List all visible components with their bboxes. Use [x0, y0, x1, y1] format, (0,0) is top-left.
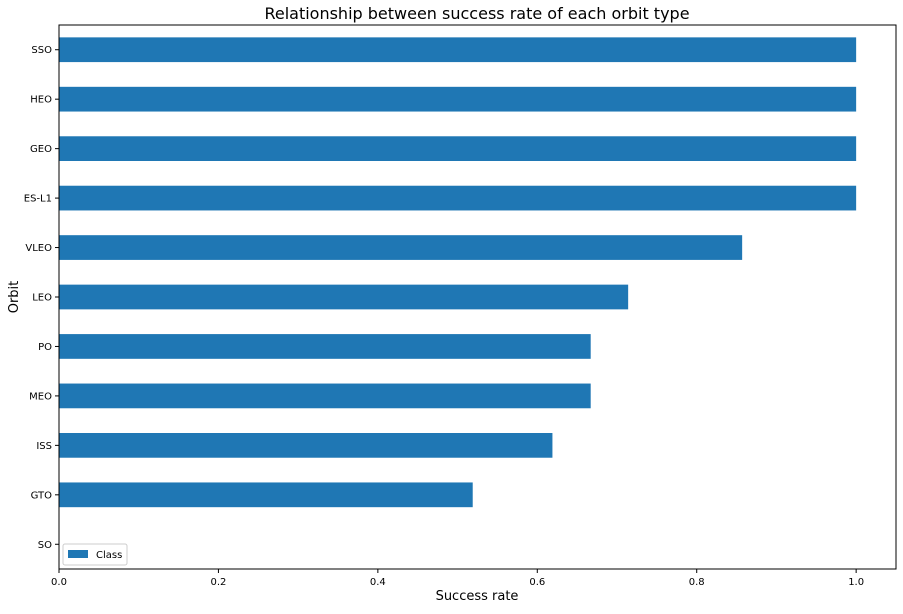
- y-axis-label: Orbit: [7, 281, 22, 314]
- y-tick-label: GTO: [31, 490, 53, 501]
- bar-heo: [59, 86, 857, 112]
- y-tick-label: SO: [38, 540, 52, 551]
- y-tick-label: SSO: [31, 45, 52, 56]
- x-tick-label: 1.0: [848, 577, 864, 588]
- y-tick-label: PO: [38, 342, 52, 353]
- bar-meo: [59, 383, 591, 409]
- x-tick-label: 0.2: [210, 577, 226, 588]
- y-tick-label: HEO: [30, 95, 52, 106]
- x-axis: 0.0 0.2 0.4 0.6 0.8 1.0: [51, 569, 864, 588]
- x-tick-label: 0.4: [370, 577, 386, 588]
- y-tick-label: LEO: [32, 293, 52, 304]
- x-tick-label: 0.6: [529, 577, 545, 588]
- x-tick-label: 0.0: [51, 577, 67, 588]
- bars-layer: [59, 37, 857, 508]
- x-axis-label: Success rate: [436, 589, 519, 604]
- y-tick-label: VLEO: [25, 243, 52, 254]
- legend-box: [62, 543, 128, 566]
- bar-leo: [59, 284, 629, 310]
- y-tick-label: GEO: [30, 144, 52, 155]
- y-tick-label: MEO: [29, 391, 52, 402]
- bar-po: [59, 334, 591, 359]
- bar-sso: [59, 37, 857, 63]
- bar-iss: [59, 433, 553, 458]
- legend-label: Class: [96, 550, 122, 561]
- bar-vleo: [59, 235, 743, 260]
- y-axis: SSO HEO GEO ES-L1 VLEO LEO PO MEO ISS GTO SO: [24, 45, 59, 551]
- y-tick-label: ISS: [36, 441, 52, 452]
- legend-swatch: [68, 550, 88, 558]
- x-tick-label: 0.8: [689, 577, 705, 588]
- legend: Class: [62, 543, 128, 566]
- bar-geo: [59, 136, 857, 161]
- bar-gto: [59, 482, 473, 508]
- y-tick-label: ES-L1: [24, 194, 52, 205]
- chart-title: Relationship between success rate of eac…: [264, 4, 689, 23]
- bar-es-l1: [59, 185, 857, 211]
